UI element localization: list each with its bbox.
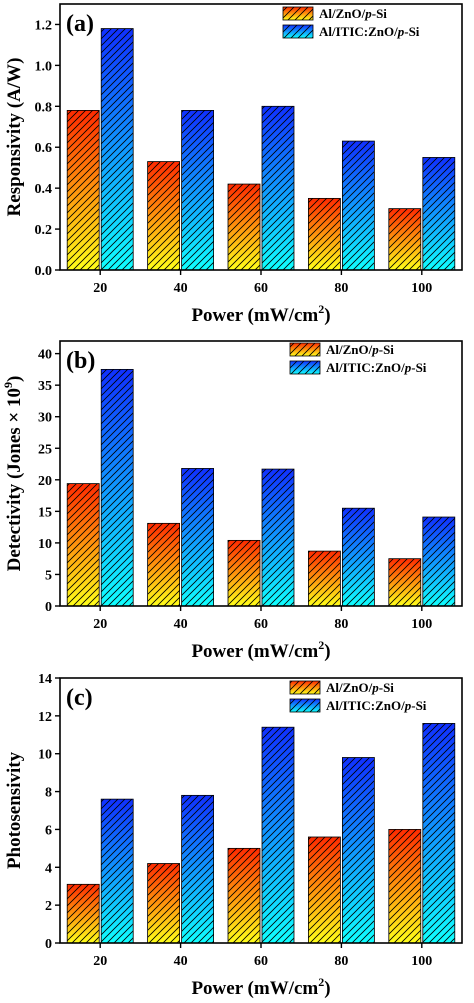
x-tick-label: 80 bbox=[334, 954, 348, 969]
y-tick-label: 0 bbox=[45, 937, 52, 952]
x-tick-label: 20 bbox=[93, 954, 107, 969]
y-tick-label: 0.6 bbox=[35, 141, 53, 156]
bar-hatch bbox=[227, 847, 261, 944]
bar-hatch bbox=[227, 539, 261, 607]
bar-hatch bbox=[307, 550, 341, 607]
legend-entry: Al/ZnO/p-Si bbox=[326, 342, 394, 357]
legend-swatch-hatch bbox=[289, 342, 321, 357]
y-tick-label: 10 bbox=[38, 748, 52, 763]
bar-hatch bbox=[261, 105, 295, 271]
x-tick-label: 40 bbox=[174, 617, 188, 632]
legend-swatch-hatch bbox=[282, 24, 314, 39]
legend: Al/ZnO/p-Si Al/ITIC:ZnO/p-Si bbox=[289, 680, 427, 713]
y-tick-label: 35 bbox=[38, 379, 52, 394]
panel-label: (b) bbox=[66, 348, 95, 374]
y-tick-label: 1.2 bbox=[35, 18, 53, 33]
panel-label: (a) bbox=[66, 11, 94, 37]
x-tick-label: 60 bbox=[254, 954, 268, 969]
y-tick-label: 25 bbox=[38, 442, 52, 457]
x-axis-title: Power (mW/cm2) bbox=[191, 638, 330, 662]
bar-hatch bbox=[147, 863, 181, 944]
y-tick-label: 15 bbox=[38, 505, 52, 520]
bar-hatch bbox=[388, 829, 422, 944]
bar-hatch bbox=[100, 798, 134, 944]
x-axis-title: Power (mW/cm2) bbox=[191, 975, 330, 999]
x-tick-label: 100 bbox=[411, 617, 432, 632]
bar-hatch bbox=[422, 723, 456, 944]
y-tick-label: 0 bbox=[45, 600, 52, 615]
y-axis-title: Detectivity (Jones × 109) bbox=[1, 376, 25, 572]
bar-hatch bbox=[181, 468, 215, 607]
bar-hatch bbox=[341, 507, 375, 607]
y-tick-label: 8 bbox=[45, 786, 52, 801]
y-tick-label: 20 bbox=[38, 474, 52, 489]
x-tick-label: 60 bbox=[254, 617, 268, 632]
bar-hatch bbox=[66, 110, 100, 271]
bar-hatch bbox=[388, 558, 422, 607]
legend-swatch-hatch bbox=[289, 680, 321, 695]
x-tick-label: 100 bbox=[411, 281, 432, 296]
y-axis-title: Responsivity (A/W) bbox=[4, 58, 25, 217]
y-tick-label: 0.2 bbox=[35, 223, 53, 238]
bar-hatch bbox=[422, 157, 456, 271]
legend-swatch-hatch bbox=[289, 360, 321, 375]
bar-hatch bbox=[261, 726, 295, 944]
bar-hatch bbox=[307, 836, 341, 944]
y-tick-label: 2 bbox=[45, 899, 52, 914]
legend-entry: Al/ITIC:ZnO/p-Si bbox=[319, 24, 420, 39]
legend-entry: Al/ZnO/p-Si bbox=[326, 680, 394, 695]
x-tick-label: 40 bbox=[174, 281, 188, 296]
legend: Al/ZnO/p-Si Al/ITIC:ZnO/p-Si bbox=[282, 6, 420, 39]
y-tick-label: 4 bbox=[45, 861, 52, 876]
bar-hatch bbox=[181, 794, 215, 944]
x-tick-label: 40 bbox=[174, 954, 188, 969]
y-axis-title: Photosensivity bbox=[4, 751, 25, 869]
x-tick-label: 80 bbox=[334, 281, 348, 296]
bar-hatch bbox=[66, 483, 100, 607]
y-tick-label: 40 bbox=[38, 348, 52, 363]
panel-label: (c) bbox=[66, 685, 93, 711]
legend-entry: Al/ZnO/p-Si bbox=[319, 6, 387, 21]
x-tick-label: 60 bbox=[254, 281, 268, 296]
bar-hatch bbox=[388, 208, 422, 271]
y-tick-label: 0.4 bbox=[35, 182, 53, 197]
y-tick-label: 0.0 bbox=[35, 264, 53, 279]
bar-hatch bbox=[341, 757, 375, 944]
bar-hatch bbox=[227, 183, 261, 271]
bar-hatch bbox=[307, 197, 341, 271]
bar-hatch bbox=[261, 468, 295, 607]
y-tick-label: 14 bbox=[38, 672, 52, 687]
bar-hatch bbox=[147, 161, 181, 271]
legend-entry: Al/ITIC:ZnO/p-Si bbox=[326, 360, 427, 375]
x-tick-label: 100 bbox=[411, 954, 432, 969]
legend-swatch-hatch bbox=[282, 6, 314, 21]
panel-2: 0 5 10 15 20 25 30 35 40 20 40 60 80 100 Power (mW/cm2… bbox=[1, 340, 463, 662]
panel-1: 0.0 0.2 0.4 0.6 0.8 1.0 1.2 20 40 60 80 100 Power (m… bbox=[4, 3, 463, 326]
bar-hatch bbox=[100, 368, 134, 607]
x-axis-title: Power (mW/cm2) bbox=[191, 302, 330, 326]
legend-swatch-hatch bbox=[289, 698, 321, 713]
bar-hatch bbox=[66, 883, 100, 944]
legend-entry: Al/ITIC:ZnO/p-Si bbox=[326, 698, 427, 713]
bar-hatch bbox=[181, 110, 215, 271]
bar-hatch bbox=[147, 522, 181, 607]
legend: Al/ZnO/p-Si Al/ITIC:ZnO/p-Si bbox=[289, 342, 427, 375]
bar-hatch bbox=[100, 28, 134, 271]
y-tick-label: 0.8 bbox=[35, 100, 53, 115]
panel-3: 0 2 4 6 8 10 12 14 20 40 60 80 100 Power (mW/cm2) Phot… bbox=[4, 672, 463, 999]
x-tick-label: 20 bbox=[93, 617, 107, 632]
y-tick-label: 12 bbox=[38, 710, 52, 725]
y-tick-label: 5 bbox=[45, 568, 52, 583]
y-tick-label: 10 bbox=[38, 537, 52, 552]
x-tick-label: 80 bbox=[334, 617, 348, 632]
x-tick-label: 20 bbox=[93, 281, 107, 296]
y-tick-label: 6 bbox=[45, 823, 52, 838]
y-tick-label: 30 bbox=[38, 411, 52, 426]
y-tick-label: 1.0 bbox=[35, 59, 53, 74]
bar-hatch bbox=[422, 516, 456, 607]
bar-hatch bbox=[341, 140, 375, 271]
